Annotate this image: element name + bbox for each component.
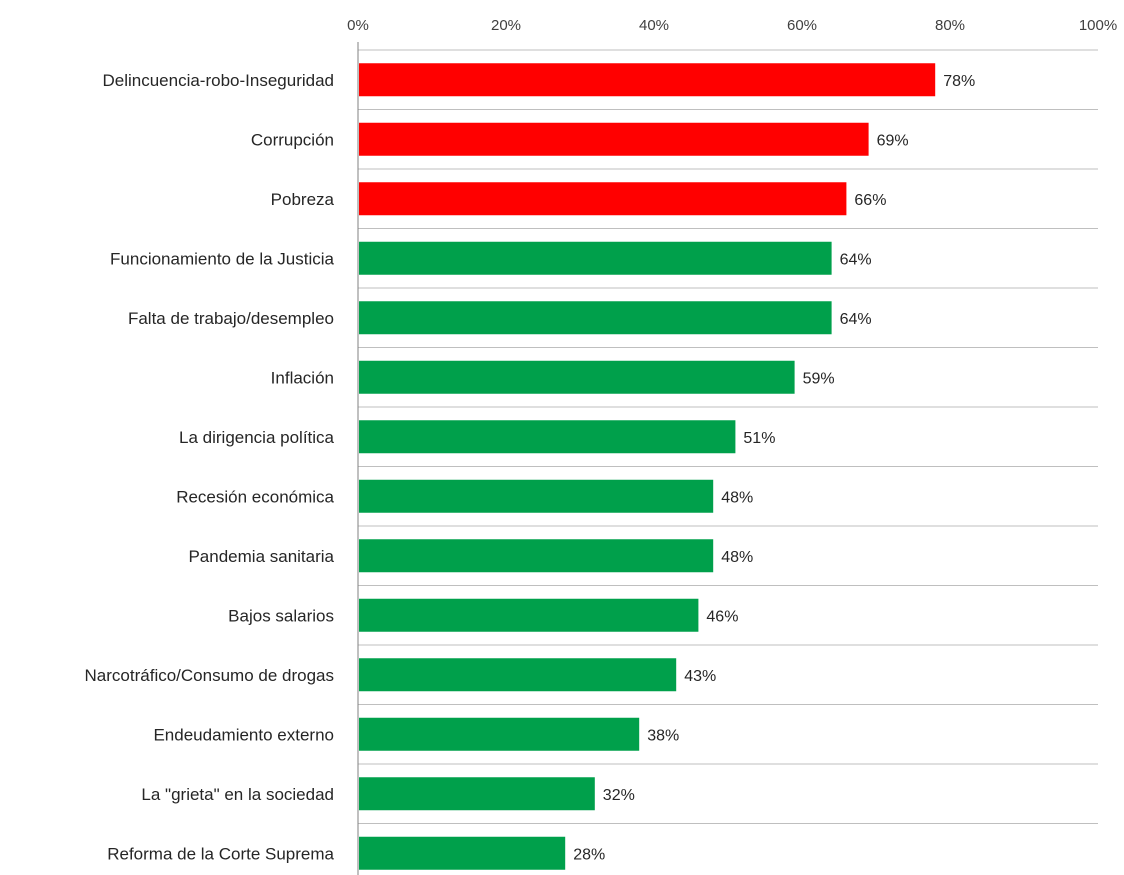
category-label: Narcotráfico/Consumo de drogas <box>85 666 334 685</box>
value-label: 66% <box>854 192 886 209</box>
x-tick-label: 60% <box>787 17 817 34</box>
value-label: 59% <box>803 370 835 387</box>
value-label: 69% <box>877 132 909 149</box>
bar <box>359 122 869 156</box>
bar <box>359 63 936 97</box>
bar <box>359 836 566 870</box>
category-label: Bajos salarios <box>228 606 334 625</box>
bar <box>359 241 832 275</box>
category-label: Corrupción <box>251 130 334 149</box>
x-tick-label: 100% <box>1079 17 1117 34</box>
bar <box>359 717 640 751</box>
category-label: Endeudamiento externo <box>153 725 334 744</box>
bar <box>359 598 699 632</box>
value-labels: 78% 69% 66% 64% 64% 59% 51% 48% 48% 46% 43% 38% 32% 2… <box>573 73 975 864</box>
value-label: 38% <box>647 727 679 744</box>
value-label: 51% <box>743 430 775 447</box>
x-tick-label: 0% <box>347 17 369 34</box>
value-label: 48% <box>721 489 753 506</box>
category-label: Inflación <box>271 368 334 387</box>
category-label: Funcionamiento de la Justicia <box>110 249 335 268</box>
value-label: 46% <box>706 608 738 625</box>
bar <box>359 777 595 811</box>
category-label: Pobreza <box>271 190 335 209</box>
category-label: La dirigencia política <box>179 428 335 447</box>
x-tick-label: 40% <box>639 17 669 34</box>
x-tick-label: 80% <box>935 17 965 34</box>
bar <box>359 182 847 216</box>
category-labels: Delincuencia-robo-Inseguridad Corrupción P… <box>85 71 335 864</box>
value-label: 64% <box>840 251 872 268</box>
value-label: 64% <box>840 311 872 328</box>
category-label: Delincuencia-robo-Inseguridad <box>102 71 334 90</box>
bar <box>359 420 736 454</box>
bar <box>359 479 714 513</box>
bar <box>359 539 714 573</box>
category-label: La "grieta" en la sociedad <box>141 785 334 804</box>
category-label: Falta de trabajo/desempleo <box>128 309 334 328</box>
bars-layer <box>359 63 936 870</box>
grid-layer <box>358 49 1098 824</box>
value-label: 28% <box>573 846 605 863</box>
category-label: Pandemia sanitaria <box>188 547 334 566</box>
x-axis: 0% 20% 40% 60% 80% 100% <box>347 17 1117 875</box>
category-label: Recesión económica <box>176 487 334 506</box>
x-tick-label: 20% <box>491 17 521 34</box>
bar <box>359 658 677 692</box>
value-label: 43% <box>684 668 716 685</box>
bar <box>359 360 795 394</box>
bar <box>359 301 832 335</box>
category-label: Reforma de la Corte Suprema <box>107 844 334 863</box>
value-label: 48% <box>721 549 753 566</box>
value-label: 32% <box>603 787 635 804</box>
value-label: 78% <box>943 73 975 90</box>
